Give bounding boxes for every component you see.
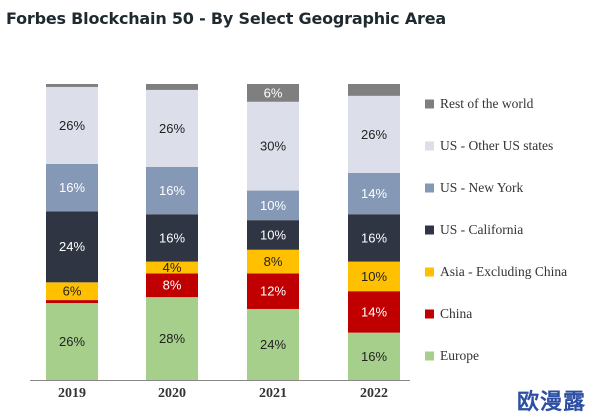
- bar-segment-asia-excluding-china-2019: [46, 282, 98, 301]
- bar-segment-rest-of-the-world-2021: [247, 84, 299, 102]
- data-label-us-california-2019: 24%: [59, 239, 85, 254]
- segment-labels-group: 26% 6% 24% 16% 26% 28% 8% 4% 16% 16% 26% 24% 12% 8% 10…: [59, 85, 387, 363]
- data-label-us-new-york-2021: 10%: [260, 198, 286, 213]
- data-label-us-other-us-states-2022: 26%: [361, 127, 387, 142]
- chart-title: Forbes Blockchain 50 - By Select Geograp…: [6, 9, 446, 28]
- bar-segment-china-2022: [348, 291, 400, 333]
- legend-swatch-europe: [425, 351, 434, 361]
- legend-swatch-rest-of-the-world: [425, 99, 434, 109]
- bar-segment-rest-of-the-world-2020: [146, 84, 198, 90]
- legend-label-asia-excluding-china: Asia - Excluding China: [440, 264, 567, 279]
- bar-segment-europe-2020: [146, 297, 198, 380]
- data-label-asia-excluding-china-2022: 10%: [361, 269, 387, 284]
- bar-segment-asia-excluding-china-2021: [247, 249, 299, 274]
- bar-segment-us-new-york-2022: [348, 172, 400, 215]
- bar-segment-us-new-york-2019: [46, 163, 98, 212]
- bar-segment-china-2020: [146, 273, 198, 298]
- data-label-europe-2021: 24%: [260, 337, 286, 352]
- data-label-china-2021: 12%: [260, 284, 286, 299]
- data-label-us-other-us-states-2021: 30%: [260, 139, 286, 154]
- legend-swatch-us-other-us-states: [425, 141, 434, 151]
- data-label-us-new-york-2022: 14%: [361, 186, 387, 201]
- x-tick-label-2022: 2022: [360, 386, 388, 401]
- legend-swatch-china: [425, 309, 434, 319]
- data-label-europe-2019: 26%: [59, 334, 85, 349]
- legend-swatch-us-california: [425, 225, 434, 235]
- legend-label-us-california: US - California: [440, 222, 523, 237]
- bar-segment-china-2019: [46, 300, 98, 304]
- data-label-europe-2022: 16%: [361, 349, 387, 364]
- x-tick-label-2019: 2019: [58, 386, 86, 401]
- data-label-us-california-2021: 10%: [260, 227, 286, 242]
- data-label-asia-excluding-china-2021: 8%: [264, 254, 283, 269]
- bar-segment-us-new-york-2021: [247, 190, 299, 221]
- legend-label-china: China: [440, 306, 472, 321]
- bar-segment-us-california-2020: [146, 214, 198, 262]
- bar-segment-rest-of-the-world-2019: [46, 84, 98, 87]
- watermark-logo: 欧漫露: [516, 390, 586, 415]
- x-tick-labels-group: 2019 2020 2021 2022: [58, 386, 388, 401]
- x-tick-label-2021: 2021: [259, 386, 287, 401]
- data-label-rest-of-the-world-2021: 6%: [264, 85, 283, 100]
- bar-segment-us-new-york-2020: [146, 166, 198, 215]
- bar-segment-us-other-us-states-2021: [247, 101, 299, 191]
- bar-segment-us-california-2019: [46, 211, 98, 283]
- legend-swatch-asia-excluding-china: [425, 267, 434, 277]
- bar-segment-asia-excluding-china-2020: [146, 261, 198, 274]
- legend-swatch-us-new-york: [425, 183, 434, 193]
- bar-segment-europe-2019: [46, 303, 98, 380]
- bar-segment-us-other-us-states-2022: [348, 95, 400, 173]
- data-label-us-california-2020: 16%: [159, 230, 185, 245]
- bar-segment-china-2021: [247, 273, 299, 309]
- x-tick-label-2020: 2020: [158, 386, 186, 401]
- bar-segment-us-other-us-states-2019: [46, 86, 98, 164]
- data-label-europe-2020: 28%: [159, 331, 185, 346]
- data-label-asia-excluding-china-2020: 4%: [163, 260, 182, 275]
- legend: Rest of the world US - Other US states US …: [425, 96, 567, 363]
- legend-label-us-new-york: US - New York: [440, 180, 524, 195]
- bar-segment-us-other-us-states-2020: [146, 89, 198, 167]
- data-label-us-new-york-2019: 16%: [59, 180, 85, 195]
- data-label-asia-excluding-china-2019: 6%: [63, 284, 82, 299]
- data-label-china-2022: 14%: [361, 304, 387, 319]
- data-label-us-california-2022: 16%: [361, 230, 387, 245]
- data-label-us-other-us-states-2020: 26%: [159, 121, 185, 136]
- bar-segment-asia-excluding-china-2022: [348, 261, 400, 292]
- bar-segment-europe-2021: [247, 308, 299, 380]
- bar-segment-rest-of-the-world-2022: [348, 84, 400, 96]
- legend-label-rest-of-the-world: Rest of the world: [440, 96, 534, 111]
- bars-group: [46, 84, 400, 380]
- bar-segment-europe-2022: [348, 332, 400, 380]
- bar-segment-us-california-2022: [348, 214, 400, 262]
- data-label-us-other-us-states-2019: 26%: [59, 118, 85, 133]
- bar-segment-us-california-2021: [247, 220, 299, 250]
- legend-label-europe: Europe: [440, 348, 479, 363]
- data-label-us-new-york-2020: 16%: [159, 183, 185, 198]
- data-label-china-2020: 8%: [163, 278, 182, 293]
- legend-label-us-other-us-states: US - Other US states: [440, 138, 553, 153]
